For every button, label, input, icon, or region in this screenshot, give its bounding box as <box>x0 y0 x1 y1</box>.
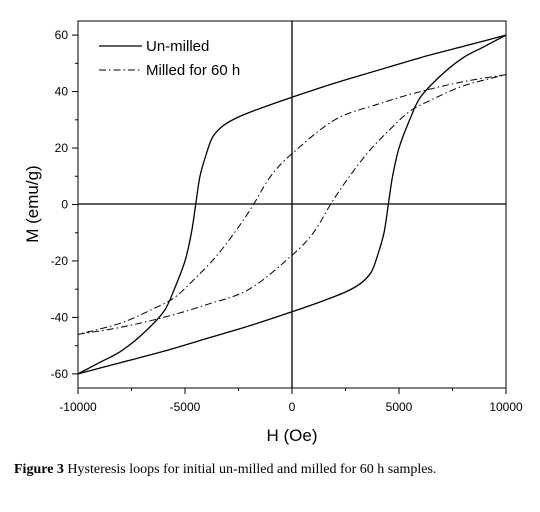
y-tick-label: 40 <box>55 85 69 99</box>
unmilled-ascending-branch <box>77 34 507 375</box>
x-tick-label: 10000 <box>489 400 523 414</box>
x-tick-label: 0 <box>289 400 296 414</box>
caption-label: Figure 3 <box>14 462 64 477</box>
x-tick-label: -5000 <box>170 400 201 414</box>
x-axis-title: H (Oe) <box>267 426 318 445</box>
milled-ascending-branch <box>77 74 507 335</box>
y-tick-label: -40 <box>51 310 69 324</box>
caption-text: Hysteresis loops for initial un-milled a… <box>63 462 437 477</box>
axis-ticks <box>72 34 507 394</box>
y-axis-title: M (emu/g) <box>23 165 42 242</box>
legend-label-unmilled: Un-milled <box>146 38 209 55</box>
milled-descending-branch <box>77 74 507 335</box>
unmilled-descending-branch <box>77 34 507 375</box>
y-tick-label: 20 <box>55 141 69 155</box>
y-tick-label: -60 <box>51 367 69 381</box>
x-tick-label: -10000 <box>59 400 97 414</box>
series-layer <box>77 34 507 375</box>
tick-labels: -10000 -5000 0 5000 10000 -60 -40 -20 0 20 40 60 <box>51 28 523 414</box>
y-tick-label: 60 <box>55 28 69 42</box>
legend-label-milled: Milled for 60 h <box>146 62 240 79</box>
x-tick-label: 5000 <box>386 400 413 414</box>
y-tick-label: 0 <box>61 198 68 212</box>
y-tick-label: -20 <box>51 254 69 268</box>
legend: Un-milled Milled for 60 h <box>99 38 240 79</box>
figure-caption: Figure 3 Hysteresis loops for initial un… <box>14 462 534 478</box>
hysteresis-chart: -10000 -5000 0 5000 10000 -60 -40 -20 0 20 40 60 M … <box>23 20 523 445</box>
